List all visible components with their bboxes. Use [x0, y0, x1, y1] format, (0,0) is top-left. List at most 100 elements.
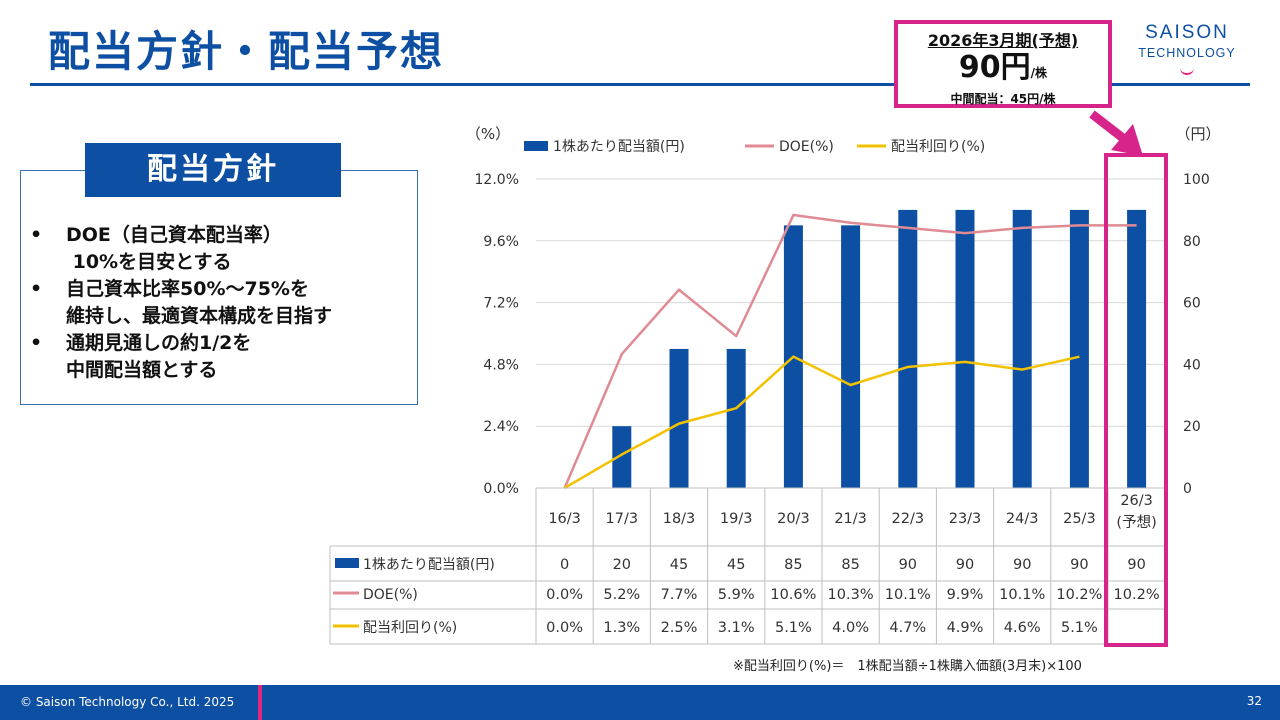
forecast-amount: 90円 — [958, 50, 1031, 85]
table-cell-value: 9.9% — [947, 587, 984, 603]
policy-item: DOE（自己資本配当率） 10%を目安とする — [30, 222, 410, 276]
table-cell-value: 4.9% — [947, 620, 984, 636]
bar-dividend — [669, 348, 689, 488]
policy-item-line: 10%を目安とする — [66, 251, 232, 273]
table-cell-value: 0.0% — [546, 587, 583, 603]
forecast-arrowhead-icon — [1111, 124, 1143, 156]
left-tick-label: 12.0% — [475, 172, 519, 188]
page-number: 32 — [1246, 694, 1262, 708]
right-tick-label: 20 — [1183, 419, 1201, 435]
table-cell-value: 90 — [899, 557, 917, 573]
table-cell-value: 45 — [670, 557, 688, 573]
table-row-header: DOE(%) — [363, 587, 418, 603]
bar-dividend — [1069, 209, 1089, 488]
footer: © Saison Technology Co., Ltd. 2025 32 — [0, 685, 1280, 720]
right-tick-label: 60 — [1183, 296, 1201, 312]
table-cell-value: 10.1% — [885, 587, 931, 603]
table-cell-value: 10.2% — [1114, 587, 1160, 603]
table-cell-value: 0 — [560, 557, 569, 573]
bar-dividend — [1012, 209, 1032, 488]
legend-label: 配当利回り(%) — [891, 139, 985, 155]
table-cell-value: 5.2% — [603, 587, 640, 603]
left-axis-unit: （%） — [466, 125, 510, 143]
table-cell-value: 85 — [784, 557, 802, 573]
company-logo: SAISON TECHNOLOGY — [1132, 22, 1242, 79]
category-label: 22/3 — [892, 511, 925, 527]
copyright: © Saison Technology Co., Ltd. 2025 — [20, 695, 235, 709]
dividend-chart: 0.0% 2.4% 4.8% 7.2% 9.6% 12.0% 0 20 40 60 80 100 （%）… — [329, 110, 1221, 647]
table-cell-value: 20 — [613, 557, 631, 573]
right-tick-label: 80 — [1183, 234, 1201, 250]
left-tick-label: 2.4% — [483, 419, 519, 435]
table-cell-value: 3.1% — [718, 620, 755, 636]
left-tick-label: 9.6% — [483, 234, 519, 250]
policy-list: DOE（自己資本配当率） 10%を目安とする 自己資本比率50%～75%を 維持… — [30, 222, 410, 384]
category-label: 21/3 — [834, 511, 867, 527]
forecast-interim: 中間配当：45円/株 — [950, 92, 1056, 106]
table-cell-value: 90 — [1127, 557, 1145, 573]
forecast-highlight — [1104, 153, 1168, 647]
category-label: 23/3 — [949, 511, 982, 527]
left-tick-label: 7.2% — [483, 296, 519, 312]
table-cell-value: 90 — [1070, 557, 1088, 573]
bar-dividend — [726, 348, 746, 488]
table-cell-value: 0.0% — [546, 620, 583, 636]
forecast-value: 90円/株 — [898, 51, 1108, 90]
logo-line1: SAISON — [1145, 22, 1229, 43]
page-title: 配当方針・配当予想 — [48, 27, 445, 76]
left-tick-label: 4.8% — [483, 357, 519, 373]
policy-item-line: DOE（自己資本配当率） — [66, 224, 282, 246]
table-cell-value: 4.0% — [832, 620, 869, 636]
category-label: (予想) — [1116, 514, 1156, 531]
title-underline — [30, 83, 1250, 86]
table-cell-value: 5.1% — [775, 620, 812, 636]
line-yield — [563, 355, 1080, 490]
category-label: 24/3 — [1006, 511, 1039, 527]
legend-label: 1株あたり配当額(円) — [553, 139, 685, 155]
category-label: 18/3 — [663, 511, 696, 527]
category-label: 20/3 — [777, 511, 810, 527]
policy-item-line: 自己資本比率50%～75%を — [66, 278, 309, 300]
table-cell-value: 5.9% — [718, 587, 755, 603]
bar-dividend — [612, 426, 632, 488]
policy-item: 通期見通しの約1/2を 中間配当額とする — [30, 330, 410, 384]
policy-item-line: 中間配当額とする — [66, 359, 218, 381]
table-cell-value: 7.7% — [661, 587, 698, 603]
right-tick-label: 100 — [1183, 172, 1210, 188]
footnote: ※配当利回り(%)＝ 1株配当額÷1株購入価額(3月末)×100 — [733, 659, 1082, 674]
logo-line2: TECHNOLOGY — [1138, 46, 1236, 60]
category-label: 19/3 — [720, 511, 753, 527]
legend-swatch-bar — [524, 141, 548, 151]
table-cell-value: 4.6% — [1004, 620, 1041, 636]
table-cell-value: 10.2% — [1056, 587, 1102, 603]
table-cell-value: 10.1% — [999, 587, 1045, 603]
category-label: 25/3 — [1063, 511, 1096, 527]
table-cell-value: 90 — [956, 557, 974, 573]
table-cell-value: 45 — [727, 557, 745, 573]
bar-dividend — [841, 225, 861, 488]
legend-label: DOE(%) — [779, 139, 834, 155]
left-tick-label: 0.0% — [483, 481, 519, 497]
forecast-period: 2026年3月期(予想) — [927, 31, 1079, 50]
table-cell-value: 10.6% — [770, 587, 816, 603]
category-label: 17/3 — [606, 511, 639, 527]
logo-smile-icon — [1180, 66, 1194, 75]
category-label: 16/3 — [548, 511, 581, 527]
forecast-box: 2026年3月期(予想) 90円/株 中間配当：45円/株 — [894, 20, 1112, 108]
table-cell-value: 2.5% — [661, 620, 698, 636]
right-axis-unit: （円） — [1175, 125, 1220, 143]
policy-item: 自己資本比率50%～75%を 維持し、最適資本構成を目指す — [30, 276, 410, 330]
category-label: 26/3 — [1120, 493, 1153, 509]
table-row-header: 1株あたり配当額(円) — [363, 557, 495, 573]
right-tick-label: 0 — [1183, 481, 1192, 497]
line-doe — [563, 213, 1137, 489]
bar-dividend — [955, 209, 975, 488]
bar-dividend — [1127, 209, 1147, 488]
bar-dividend — [898, 209, 918, 488]
policy-item-line: 通期見通しの約1/2を — [66, 332, 252, 354]
forecast-unit: /株 — [1030, 66, 1048, 80]
table-cell-value: 1.3% — [603, 620, 640, 636]
table-swatch-bar — [335, 558, 359, 568]
table-cell-value: 4.7% — [889, 620, 926, 636]
table-cell-value: 10.3% — [828, 587, 874, 603]
